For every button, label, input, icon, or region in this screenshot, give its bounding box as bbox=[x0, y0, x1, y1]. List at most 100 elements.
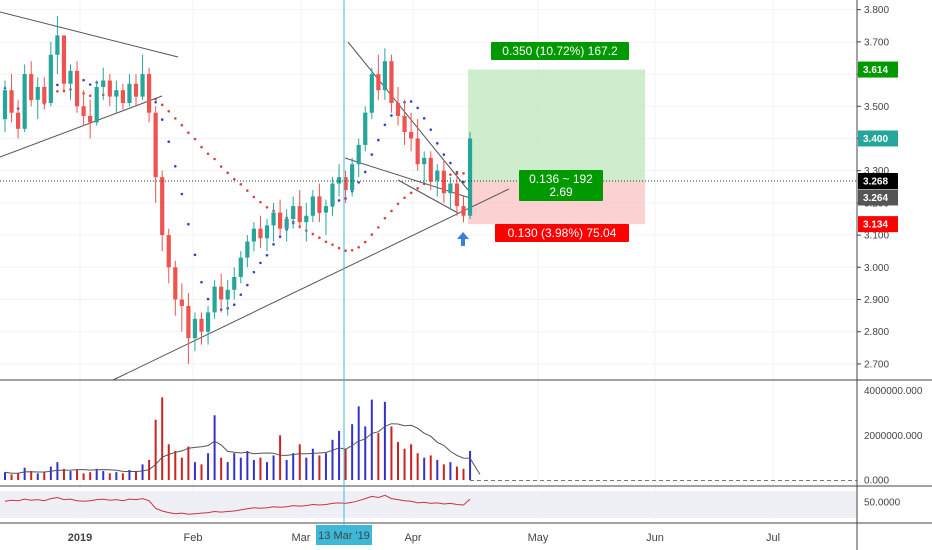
ma-fast-dot-26 bbox=[174, 164, 177, 168]
ma-slow-dot-58 bbox=[383, 216, 387, 220]
price-tick-label-11: 2.700 bbox=[864, 359, 889, 370]
candle-body-5 bbox=[35, 86, 40, 100]
ma-fast-dot-59 bbox=[390, 114, 393, 117]
volume-bar-25 bbox=[167, 444, 170, 480]
ma-slow-dot-24 bbox=[160, 103, 164, 107]
candle-body-11 bbox=[74, 70, 80, 107]
rsi-tick-label: 50.0000 bbox=[864, 497, 901, 508]
ma-fast-dot-35 bbox=[232, 303, 236, 307]
candle-body-65 bbox=[428, 157, 433, 181]
trendline-1 bbox=[0, 95, 163, 158]
ma-slow-dot-26 bbox=[174, 117, 177, 120]
candle-body-4 bbox=[29, 74, 34, 100]
candle-body-39 bbox=[258, 228, 263, 239]
price-tag-stop: 3.134 bbox=[863, 220, 888, 231]
volume-tick-label-1: 2000000.000 bbox=[864, 431, 923, 442]
trendline-0 bbox=[0, 11, 179, 58]
candle-body-12 bbox=[81, 106, 86, 116]
volume-tick-label-2: 0.000 bbox=[864, 476, 889, 487]
volume-bar-39 bbox=[259, 457, 262, 480]
ma-slow-dot-56 bbox=[370, 233, 374, 236]
candle-body-46 bbox=[304, 215, 309, 223]
ma-slow-dot-34 bbox=[226, 171, 229, 175]
price-tag-stop-bg bbox=[858, 216, 898, 233]
volume-bar-27 bbox=[180, 457, 183, 480]
volume-bar-67 bbox=[442, 464, 445, 480]
candle-body-8 bbox=[55, 35, 60, 55]
ma-slow-dot-70 bbox=[462, 171, 465, 175]
price-tick-label-3: 3.500 bbox=[864, 102, 889, 113]
grid bbox=[0, 0, 857, 520]
ma-slow-dot-9 bbox=[62, 89, 66, 93]
crosshair-date-label: 13 Mar '19 bbox=[318, 530, 370, 542]
volume-bar-16 bbox=[108, 473, 111, 480]
candle-body-35 bbox=[232, 276, 237, 290]
candle-body-13 bbox=[88, 115, 93, 123]
candle-body-20 bbox=[133, 83, 139, 97]
ma-fast-dot-38 bbox=[252, 270, 256, 274]
candle-body-56 bbox=[369, 74, 374, 113]
volume-bar-1 bbox=[10, 474, 13, 480]
candle-body-61 bbox=[402, 115, 407, 133]
price-tick-label-1: 3.700 bbox=[864, 37, 889, 48]
ma-slow-dot-49 bbox=[324, 240, 328, 244]
volume-bar-57 bbox=[377, 433, 380, 480]
ma-fast-dot-8 bbox=[56, 83, 59, 87]
ma-slow-dot-69 bbox=[455, 172, 459, 175]
volume-bar-10 bbox=[69, 471, 72, 480]
volume-bar-49 bbox=[324, 453, 327, 480]
candle-body-45 bbox=[297, 206, 302, 223]
ma-fast-dot-36 bbox=[239, 293, 243, 296]
ma-fast-dot-41 bbox=[272, 243, 275, 246]
volume-bar-24 bbox=[161, 397, 164, 480]
x-axis-label-4: May bbox=[528, 532, 549, 544]
volume-bar-4 bbox=[30, 471, 33, 480]
ma-slow-dot-29 bbox=[193, 137, 197, 141]
candle-body-19 bbox=[127, 83, 132, 104]
ma-fast-dot-39 bbox=[259, 261, 262, 265]
candle-body-68 bbox=[448, 183, 453, 194]
x-axis-label-2: Mar bbox=[292, 532, 311, 544]
candle-body-21 bbox=[140, 74, 145, 97]
ma-slow-dot-31 bbox=[206, 152, 210, 156]
ma-fast-dot-54 bbox=[357, 181, 361, 184]
volume-bar-51 bbox=[338, 430, 341, 480]
ma-fast-dot-30 bbox=[200, 280, 203, 284]
ma-fast-dot-27 bbox=[180, 192, 184, 196]
ma-fast-dot-28 bbox=[187, 222, 190, 226]
ma-fast-dot-67 bbox=[442, 153, 446, 156]
candle-body-57 bbox=[376, 74, 381, 91]
volume-bar-30 bbox=[200, 464, 203, 480]
ratio-label-box-line-1: 2.69 bbox=[549, 185, 573, 199]
candle-body-38 bbox=[251, 228, 256, 242]
rsi-series bbox=[4, 494, 471, 515]
ma-slow-dot-47 bbox=[311, 232, 315, 236]
volume-ma-line bbox=[4, 423, 481, 475]
ma-slow-dot-55 bbox=[363, 240, 367, 244]
price-tag-current: 3.400 bbox=[863, 134, 888, 145]
ma-slow-dot-60 bbox=[396, 202, 400, 206]
candle-body-2 bbox=[16, 112, 21, 129]
candle-body-18 bbox=[120, 90, 125, 104]
volume-bar-28 bbox=[187, 446, 190, 480]
candle-body-50 bbox=[330, 183, 335, 207]
volume-bar-64 bbox=[423, 457, 426, 480]
ratio-label-box-bg bbox=[519, 170, 603, 201]
target-label-box-line-0: 0.350 (10.72%) 167.2 bbox=[502, 44, 618, 58]
candle-body-25 bbox=[166, 235, 171, 268]
ma-slow-dot-59 bbox=[390, 209, 393, 213]
ma-slow-dot-38 bbox=[252, 195, 256, 199]
candle-body-53 bbox=[350, 164, 355, 190]
ma-fast-dot-68 bbox=[449, 161, 452, 165]
volume-bar-71 bbox=[469, 450, 472, 480]
volume-bar-6 bbox=[43, 472, 46, 480]
ma-slow-dot-40 bbox=[265, 206, 269, 209]
volume-bar-19 bbox=[128, 469, 131, 480]
price-tag-last-bg bbox=[858, 172, 898, 189]
candle-body-51 bbox=[336, 177, 342, 184]
ma-fast-dot-29 bbox=[193, 253, 197, 257]
x-axis-label-1: Feb bbox=[184, 532, 203, 544]
ma-fast-dot-56 bbox=[370, 153, 374, 156]
